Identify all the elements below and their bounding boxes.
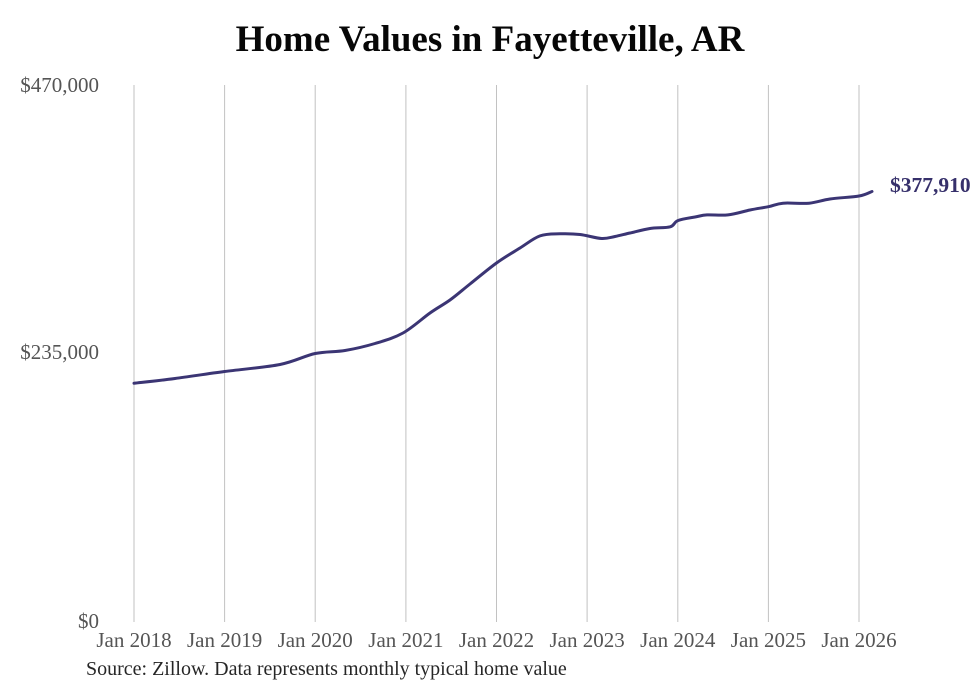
svg-text:Jan 2026: Jan 2026 [821,628,896,652]
svg-text:Jan 2023: Jan 2023 [549,628,624,652]
svg-text:$235,000: $235,000 [20,340,99,364]
svg-text:$377,910: $377,910 [890,173,971,197]
svg-text:Jan 2022: Jan 2022 [459,628,534,652]
svg-text:Jan 2021: Jan 2021 [368,628,443,652]
svg-text:Jan 2024: Jan 2024 [640,628,716,652]
svg-text:Jan 2020: Jan 2020 [278,628,353,652]
svg-text:Jan 2018: Jan 2018 [96,628,171,652]
svg-text:Jan 2019: Jan 2019 [187,628,262,652]
svg-text:Jan 2025: Jan 2025 [731,628,806,652]
svg-text:$470,000: $470,000 [20,73,99,97]
